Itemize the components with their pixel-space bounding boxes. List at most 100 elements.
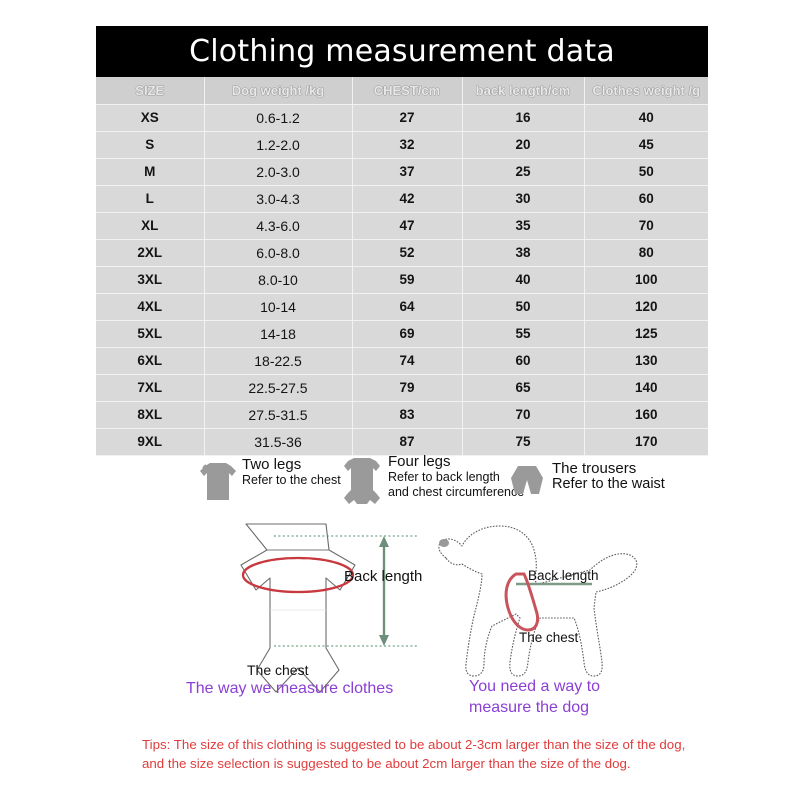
cell-back-length: 60	[462, 347, 585, 375]
table-header-row: SIZE Dog weight /kg CHEST/cm back length…	[96, 77, 708, 105]
cell-back-length: 55	[462, 320, 585, 348]
cell-size: 6XL	[96, 347, 205, 375]
cell-back-length: 70	[462, 401, 585, 429]
cell-size: XS	[96, 104, 205, 132]
table-row: M 2.0-3.0 37 25 50	[96, 158, 708, 186]
cell-dog-weight: 18-22.5	[204, 347, 353, 375]
cell-clothes-weight: 170	[584, 428, 708, 456]
legend-two-legs-title: Two legs	[242, 456, 302, 473]
cell-dog-weight: 3.0-4.3	[204, 185, 353, 213]
cell-clothes-weight: 80	[584, 239, 708, 267]
table-row: XL 4.3-6.0 47 35 70	[96, 212, 708, 240]
cell-size: 9XL	[96, 428, 205, 456]
trousers-icon	[511, 466, 543, 494]
cell-chest: 59	[352, 266, 463, 294]
cell-size: 7XL	[96, 374, 205, 402]
title-banner: Clothing measurement data	[96, 26, 708, 77]
cell-back-length: 75	[462, 428, 585, 456]
cell-size: S	[96, 131, 205, 159]
table-row: 5XL 14-18 69 55 125	[96, 320, 708, 348]
cell-dog-weight: 4.3-6.0	[204, 212, 353, 240]
cell-clothes-weight: 40	[584, 104, 708, 132]
column-header-clothes-weight: Clothes weight /g	[584, 77, 708, 105]
cell-back-length: 20	[462, 131, 585, 159]
dog-diagram-caption: You need a way to measure the dog	[469, 676, 600, 718]
table-row: 3XL 8.0-10 59 40 100	[96, 266, 708, 294]
cell-chest: 69	[352, 320, 463, 348]
tips-label: Tips:	[142, 737, 171, 752]
legend-four-legs: Four legs Refer to back length and chest…	[341, 453, 525, 504]
table-body: XS 0.6-1.2 27 16 40 S 1.2-2.0 32 20 45 M 2.0-3.0 37 2…	[96, 104, 708, 456]
cell-chest: 47	[352, 212, 463, 240]
tips-body: The size of this clothing is suggested t…	[142, 737, 686, 771]
legend-four-legs-sub1: Refer to back length	[388, 470, 500, 484]
cell-chest: 32	[352, 131, 463, 159]
cell-clothes-weight: 160	[584, 401, 708, 429]
table-row: 7XL 22.5-27.5 79 65 140	[96, 374, 708, 402]
clothes-measurement-drawing	[240, 523, 418, 693]
cell-back-length: 38	[462, 239, 585, 267]
table-row: L 3.0-4.3 42 30 60	[96, 185, 708, 213]
cell-size: 5XL	[96, 320, 205, 348]
two-legs-shirt-icon	[200, 463, 236, 500]
legend-trousers-sub: Refer to the waist	[552, 476, 665, 492]
dog-measurement-drawing	[438, 525, 638, 677]
legend-four-legs-sub2: and chest circumference	[388, 484, 525, 499]
dog-diagram-caption-line1: You need a way to	[469, 678, 601, 695]
cell-dog-weight: 10-14	[204, 293, 353, 321]
clothes-back-length-label: Back length	[344, 568, 423, 585]
clothes-diagram-caption: The way we measure clothes	[186, 680, 394, 697]
cell-dog-weight: 8.0-10	[204, 266, 353, 294]
cell-back-length: 30	[462, 185, 585, 213]
legend-four-legs-title: Four legs	[388, 453, 451, 470]
cell-size: M	[96, 158, 205, 186]
cell-chest: 74	[352, 347, 463, 375]
cell-chest: 42	[352, 185, 463, 213]
table-row: 2XL 6.0-8.0 52 38 80	[96, 239, 708, 267]
cell-dog-weight: 14-18	[204, 320, 353, 348]
cell-size: XL	[96, 212, 205, 240]
cell-chest: 79	[352, 374, 463, 402]
cell-back-length: 16	[462, 104, 585, 132]
cell-dog-weight: 2.0-3.0	[204, 158, 353, 186]
clothes-chest-label: The chest	[247, 662, 309, 678]
column-header-size: SIZE	[96, 77, 205, 105]
cell-clothes-weight: 140	[584, 374, 708, 402]
cell-dog-weight: 31.5-36	[204, 428, 353, 456]
cell-dog-weight: 27.5-31.5	[204, 401, 353, 429]
cell-chest: 52	[352, 239, 463, 267]
cell-dog-weight: 0.6-1.2	[204, 104, 353, 132]
cell-clothes-weight: 45	[584, 131, 708, 159]
cell-clothes-weight: 125	[584, 320, 708, 348]
column-header-dog-weight: Dog weight /kg	[204, 77, 353, 105]
legend-two-legs: Two legs Refer to the chest	[198, 456, 341, 500]
table-row: 6XL 18-22.5 74 60 130	[96, 347, 708, 375]
tips-note: Tips: The size of this clothing is sugge…	[142, 735, 702, 773]
dog-diagram-caption-line2: measure the dog	[469, 699, 590, 716]
column-header-back-length: back length/cm	[462, 77, 585, 105]
cell-back-length: 25	[462, 158, 585, 186]
cell-back-length: 50	[462, 293, 585, 321]
cell-back-length: 35	[462, 212, 585, 240]
cell-size: 4XL	[96, 293, 205, 321]
cell-dog-weight: 6.0-8.0	[204, 239, 353, 267]
cell-chest: 27	[352, 104, 463, 132]
legend-trousers: The trousers Refer to the waist	[505, 460, 665, 494]
table-row: XS 0.6-1.2 27 16 40	[96, 104, 708, 132]
cell-back-length: 40	[462, 266, 585, 294]
cell-dog-weight: 1.2-2.0	[204, 131, 353, 159]
cell-size: L	[96, 185, 205, 213]
cell-dog-weight: 22.5-27.5	[204, 374, 353, 402]
legend-trousers-title: The trousers	[552, 460, 637, 477]
column-header-chest: CHEST/cm	[352, 77, 463, 105]
cell-size: 2XL	[96, 239, 205, 267]
cell-clothes-weight: 70	[584, 212, 708, 240]
cell-size: 8XL	[96, 401, 205, 429]
cell-chest: 37	[352, 158, 463, 186]
legend-two-legs-sub: Refer to the chest	[242, 473, 341, 487]
cell-size: 3XL	[96, 266, 205, 294]
cell-chest: 64	[352, 293, 463, 321]
four-legs-bodysuit-icon	[344, 458, 380, 504]
cell-chest: 83	[352, 401, 463, 429]
cell-clothes-weight: 60	[584, 185, 708, 213]
